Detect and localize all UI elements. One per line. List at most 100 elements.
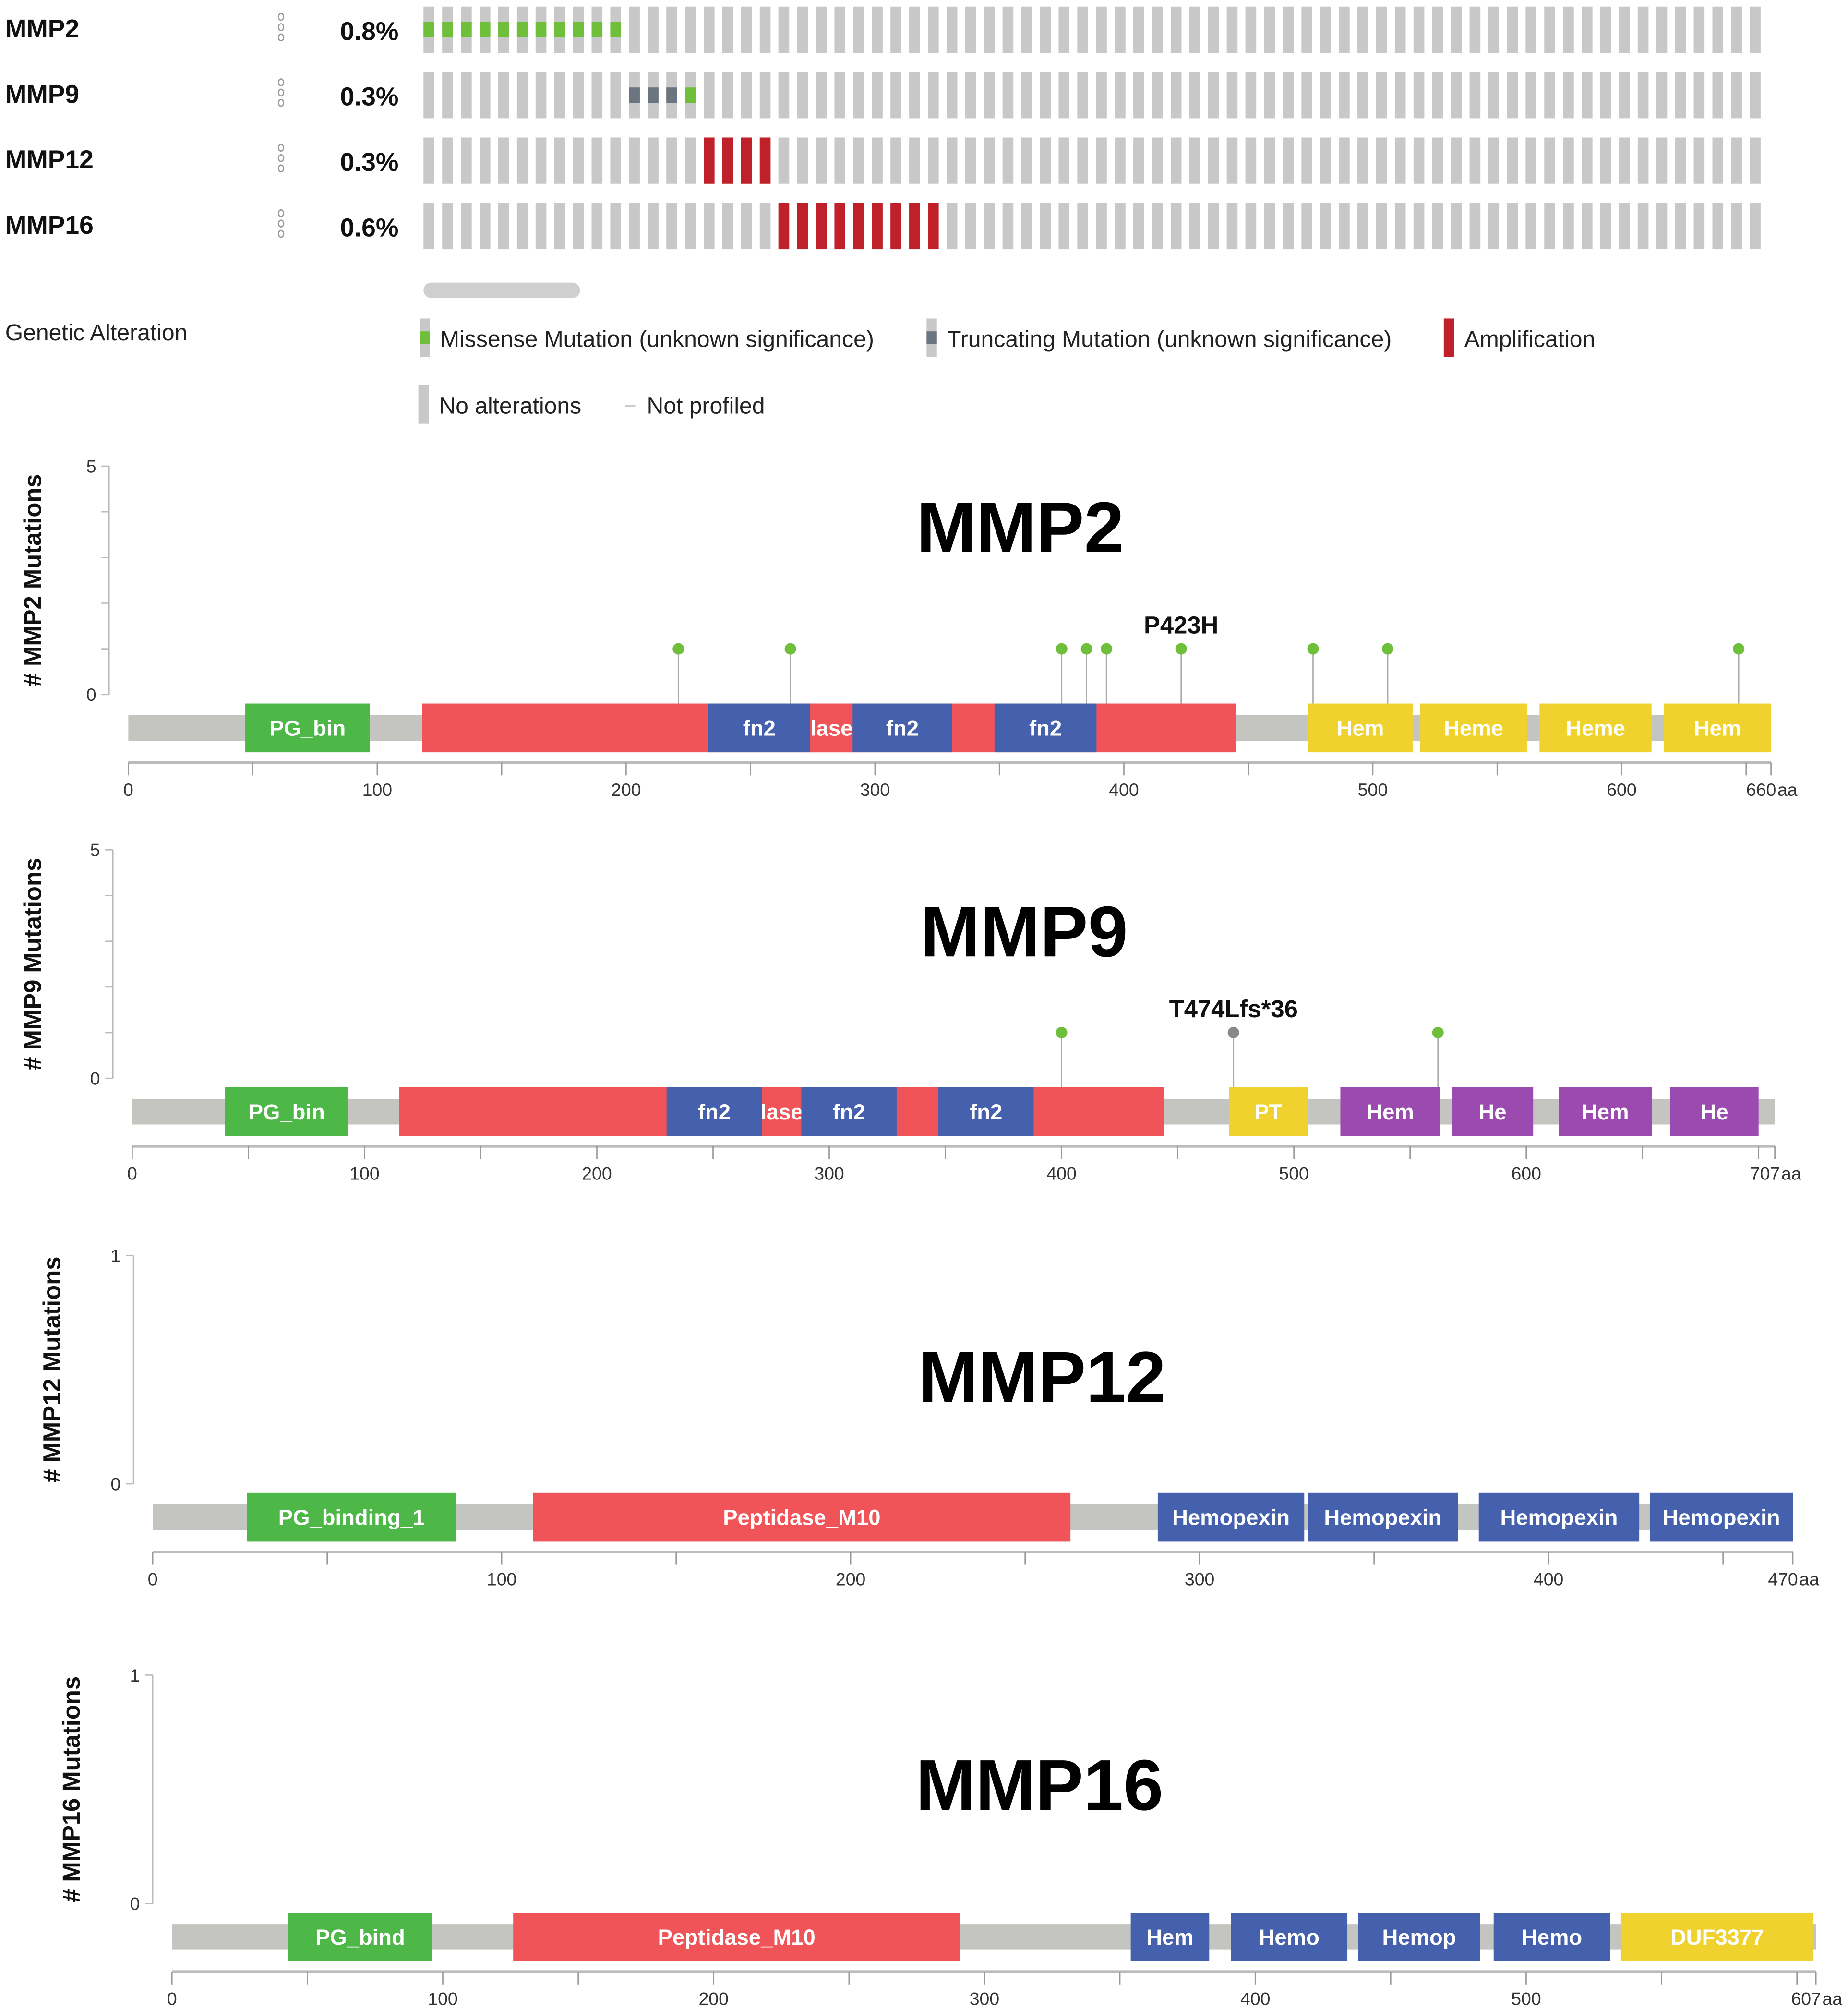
sample-cell[interactable]: [909, 137, 920, 184]
protein-domain[interactable]: PG_bin: [225, 1087, 348, 1136]
sample-cell[interactable]: [946, 203, 958, 250]
sample-cell[interactable]: [685, 203, 696, 250]
protein-domain[interactable]: He: [1452, 1087, 1534, 1136]
sample-cell[interactable]: [554, 72, 565, 119]
sample-cell[interactable]: [1376, 6, 1387, 53]
sample-cell[interactable]: [1451, 72, 1462, 119]
drag-handle-icon[interactable]: [277, 219, 285, 228]
sample-cell[interactable]: [853, 6, 864, 53]
domain-rect[interactable]: [1308, 703, 1413, 753]
sample-cell[interactable]: [797, 6, 808, 53]
domain-rect[interactable]: [1130, 1913, 1210, 1961]
horizontal-scrollbar[interactable]: [423, 282, 580, 298]
sample-cell[interactable]: [1432, 203, 1443, 250]
sample-cell[interactable]: [1675, 203, 1686, 250]
sample-cell[interactable]: [1002, 6, 1014, 53]
sample-cell[interactable]: [591, 137, 603, 184]
sample-cell[interactable]: [1208, 72, 1219, 119]
domain-rect[interactable]: [1539, 703, 1652, 753]
sample-cell[interactable]: [741, 203, 752, 250]
sample-cell[interactable]: [1582, 137, 1593, 184]
sample-cell[interactable]: [1432, 137, 1443, 184]
sample-cell[interactable]: [666, 6, 677, 53]
sample-cell[interactable]: [666, 203, 677, 250]
sample-cell[interactable]: [1413, 6, 1425, 53]
protein-domain[interactable]: fn2: [994, 703, 1097, 753]
sample-cell[interactable]: [442, 137, 453, 184]
sample-cell[interactable]: [1170, 203, 1182, 250]
sample-cell[interactable]: [1021, 6, 1032, 53]
protein-domain[interactable]: lase: [810, 703, 852, 753]
domain-rect[interactable]: [1670, 1087, 1759, 1136]
protein-domain[interactable]: Hemopexin: [1157, 1492, 1305, 1542]
sample-cell[interactable]: [1264, 72, 1275, 119]
sample-cell[interactable]: [1656, 137, 1668, 184]
sample-cell[interactable]: [1637, 203, 1649, 250]
sample-cell[interactable]: [1712, 72, 1724, 119]
sample-cell[interactable]: [1189, 6, 1200, 53]
sample-cell[interactable]: [1693, 6, 1705, 53]
sample-cell[interactable]: [1376, 203, 1387, 250]
protein-domain[interactable]: PT: [1229, 1087, 1308, 1136]
drag-handle-icon[interactable]: [277, 23, 285, 31]
protein-domain[interactable]: fn2: [801, 1087, 897, 1136]
sample-cell[interactable]: [1619, 6, 1630, 53]
sample-cell[interactable]: [480, 72, 491, 119]
sample-cell[interactable]: [442, 72, 453, 119]
domain-rect[interactable]: [938, 1087, 1034, 1136]
drag-handle-icon[interactable]: [277, 99, 285, 107]
sample-cell[interactable]: [946, 6, 958, 53]
sample-cell[interactable]: [1712, 137, 1724, 184]
sample-cell[interactable]: [778, 137, 790, 184]
sample-cell[interactable]: [853, 137, 864, 184]
sample-cell[interactable]: [1637, 72, 1649, 119]
sample-cell[interactable]: [1451, 203, 1462, 250]
sample-cell[interactable]: [1264, 137, 1275, 184]
sample-cell[interactable]: [1394, 72, 1406, 119]
sample-cell[interactable]: [1226, 137, 1238, 184]
sample-cell[interactable]: [1115, 203, 1126, 250]
sample-cell[interactable]: [1582, 72, 1593, 119]
sample-cell[interactable]: [797, 72, 808, 119]
sample-cell[interactable]: [1152, 72, 1163, 119]
sample-cell[interactable]: [423, 72, 434, 119]
sample-cell[interactable]: [1413, 203, 1425, 250]
sample-cell[interactable]: [1675, 72, 1686, 119]
sample-cell[interactable]: [480, 137, 491, 184]
lollipop-missense[interactable]: [1733, 643, 1745, 655]
sample-cell[interactable]: [1077, 6, 1088, 53]
sample-cell[interactable]: [1675, 137, 1686, 184]
sample-cell[interactable]: [648, 137, 659, 184]
protein-domain[interactable]: DUF3377: [1620, 1913, 1813, 1961]
sample-cell[interactable]: [1170, 6, 1182, 53]
sample-cell[interactable]: [1507, 72, 1518, 119]
sample-cell[interactable]: [1563, 137, 1574, 184]
sample-cell[interactable]: [1208, 137, 1219, 184]
lollipop-truncating[interactable]: [1227, 1027, 1239, 1039]
sample-cell[interactable]: [498, 137, 509, 184]
sample-cell[interactable]: [1339, 6, 1350, 53]
sample-cell[interactable]: [1376, 72, 1387, 119]
sample-cell[interactable]: [1320, 203, 1331, 250]
sample-cell[interactable]: [1544, 6, 1555, 53]
lollipop-missense[interactable]: [672, 643, 684, 655]
protein-domain[interactable]: Hem: [1664, 703, 1771, 753]
sample-cell[interactable]: [928, 72, 939, 119]
domain-rect[interactable]: [708, 703, 811, 753]
sample-cell[interactable]: [1077, 72, 1088, 119]
sample-cell[interactable]: [872, 72, 883, 119]
sample-cell[interactable]: [928, 6, 939, 53]
sample-cell[interactable]: [872, 6, 883, 53]
sample-cell[interactable]: [1021, 72, 1032, 119]
sample-cell[interactable]: [741, 72, 752, 119]
domain-rect[interactable]: [288, 1913, 432, 1961]
sample-cell[interactable]: [722, 72, 733, 119]
sample-cell[interactable]: [984, 203, 995, 250]
sample-cell[interactable]: [573, 72, 584, 119]
sample-cell[interactable]: [1469, 6, 1481, 53]
domain-rect[interactable]: [1493, 1913, 1610, 1961]
sample-cell[interactable]: [1264, 203, 1275, 250]
sample-cell[interactable]: [1357, 72, 1368, 119]
sample-cell[interactable]: [648, 203, 659, 250]
sample-cell[interactable]: [1693, 137, 1705, 184]
